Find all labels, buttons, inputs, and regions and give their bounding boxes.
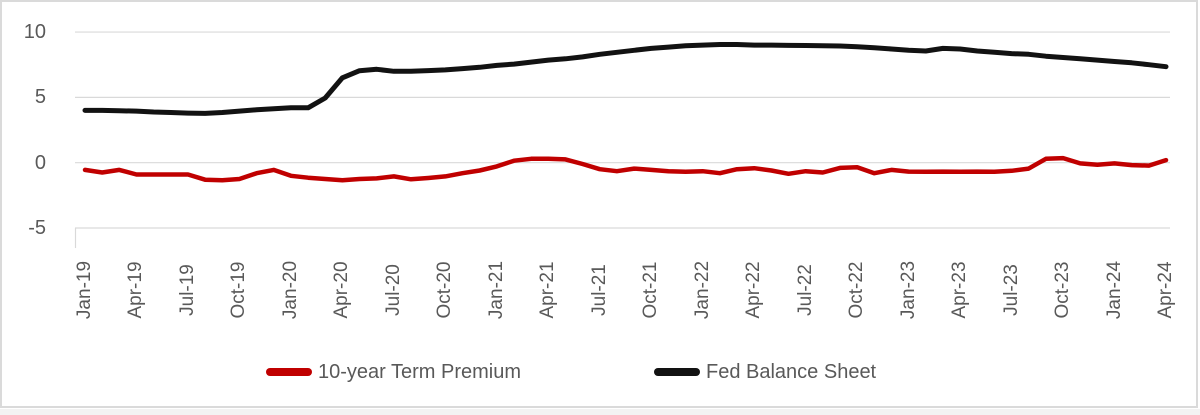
term-premium-legend-label: 10-year Term Premium [318,361,522,383]
x-axis-label-Jul-23: Jul-23 [1000,264,1022,316]
x-axis-label-Jul-22: Jul-22 [794,264,816,316]
sheet-strip [0,409,1200,415]
fed-balance-sheet-line [82,42,1169,116]
x-axis-label-Jul-20: Jul-20 [382,264,404,316]
x-axis-label-Oct-21: Oct-21 [640,261,662,319]
x-axis-label-Jan-24: Jan-24 [1103,260,1125,320]
x-axis-label-Apr-22: Apr-22 [743,261,765,319]
x-axis-label-Jan-21: Jan-21 [485,260,507,320]
x-axis-label-Jul-21: Jul-21 [588,264,610,316]
y-axis-label-10: 10 [23,21,46,44]
x-axis-label-Apr-19: Apr-19 [125,261,147,319]
x-axis-label-Oct-20: Oct-20 [434,261,456,319]
x-axis-label-Jan-20: Jan-20 [279,260,301,320]
fed-balance-sheet-legend-swatch [654,368,700,376]
fed-balance-sheet-legend-label: Fed Balance Sheet [706,361,877,383]
legend-item-fed-balance-sheet: Fed Balance Sheet [654,359,876,385]
x-axis-label-Jan-23: Jan-23 [897,260,919,320]
x-axis-label-Oct-22: Oct-22 [846,261,868,319]
x-axis-label-Oct-19: Oct-19 [228,261,250,319]
x-axis-label-Apr-20: Apr-20 [331,261,353,319]
y-axis-label-5: 5 [34,86,46,109]
x-axis-label-Jan-22: Jan-22 [691,260,713,320]
x-axis-label-Oct-23: Oct-23 [1052,261,1074,319]
legend-item-term-premium: 10-year Term Premium [266,359,521,385]
term-premium-legend-swatch [266,368,312,376]
y-axis-label-0: 0 [34,151,46,174]
y-axis-label--5: -5 [28,217,46,240]
x-axis-label-Apr-24: Apr-24 [1155,261,1177,319]
x-axis-label-Apr-21: Apr-21 [537,261,559,319]
x-axis-label-Jan-19: Jan-19 [74,260,95,320]
term-premium-line [82,155,1169,183]
x-axis-label-Jul-19: Jul-19 [176,264,198,316]
x-axis-label-Apr-23: Apr-23 [949,261,971,319]
